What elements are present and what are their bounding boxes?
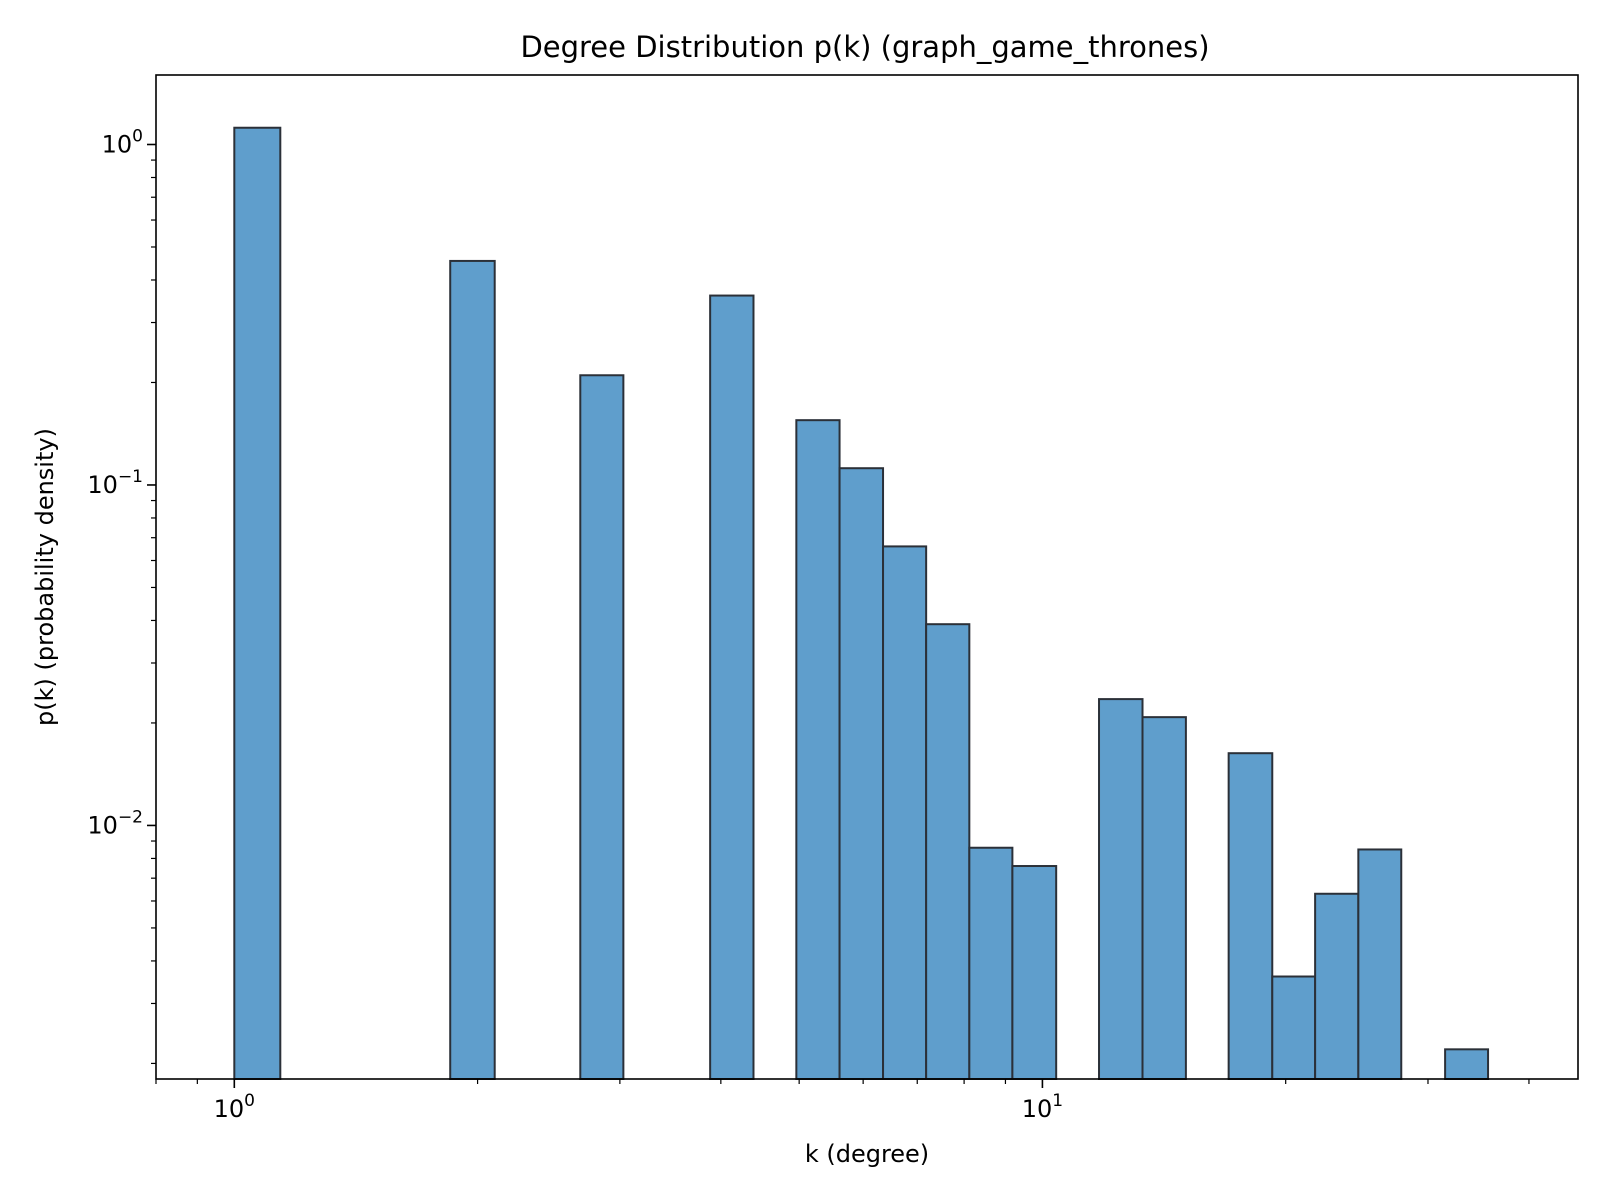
histogram-bar bbox=[795, 419, 841, 1081]
histogram-bar bbox=[1141, 716, 1187, 1081]
x-axis-label: k (degree) bbox=[805, 1140, 929, 1168]
histogram-bar bbox=[1271, 975, 1317, 1081]
y-major-ticks: 100 10−1 10−2 bbox=[87, 126, 156, 839]
x-tick-label: 101 bbox=[1022, 1091, 1063, 1123]
y-tick-label: 100 bbox=[102, 126, 143, 158]
histogram-bar bbox=[709, 294, 755, 1080]
histogram-bar bbox=[882, 545, 928, 1080]
histogram-bar bbox=[1314, 892, 1360, 1081]
histogram-bar bbox=[1357, 848, 1403, 1080]
histogram-bar bbox=[449, 259, 496, 1080]
y-tick-label: 10−2 bbox=[87, 807, 143, 839]
histogram-bar bbox=[233, 126, 282, 1081]
x-minor-ticks bbox=[155, 1079, 1530, 1084]
histogram-bar bbox=[925, 623, 971, 1080]
histogram-bars bbox=[233, 126, 1490, 1081]
y-tick-label: 10−1 bbox=[87, 467, 143, 499]
plot-area-frame bbox=[155, 74, 1579, 1080]
histogram-bar bbox=[968, 846, 1014, 1080]
x-major-ticks: 100 101 bbox=[214, 1079, 1063, 1123]
histogram-bar bbox=[1444, 1048, 1490, 1080]
histogram-bar bbox=[579, 374, 625, 1080]
histogram-bar bbox=[1011, 865, 1058, 1081]
chart-title: Degree Distribution p(k) (graph_game_thr… bbox=[520, 30, 1209, 64]
y-minor-ticks bbox=[151, 159, 156, 1065]
histogram-bar bbox=[1227, 752, 1274, 1080]
x-tick-label: 100 bbox=[214, 1091, 255, 1123]
histogram-bar bbox=[1098, 698, 1144, 1080]
histogram-bar bbox=[838, 467, 885, 1080]
y-axis-label: p(k) (probability density) bbox=[31, 428, 59, 726]
